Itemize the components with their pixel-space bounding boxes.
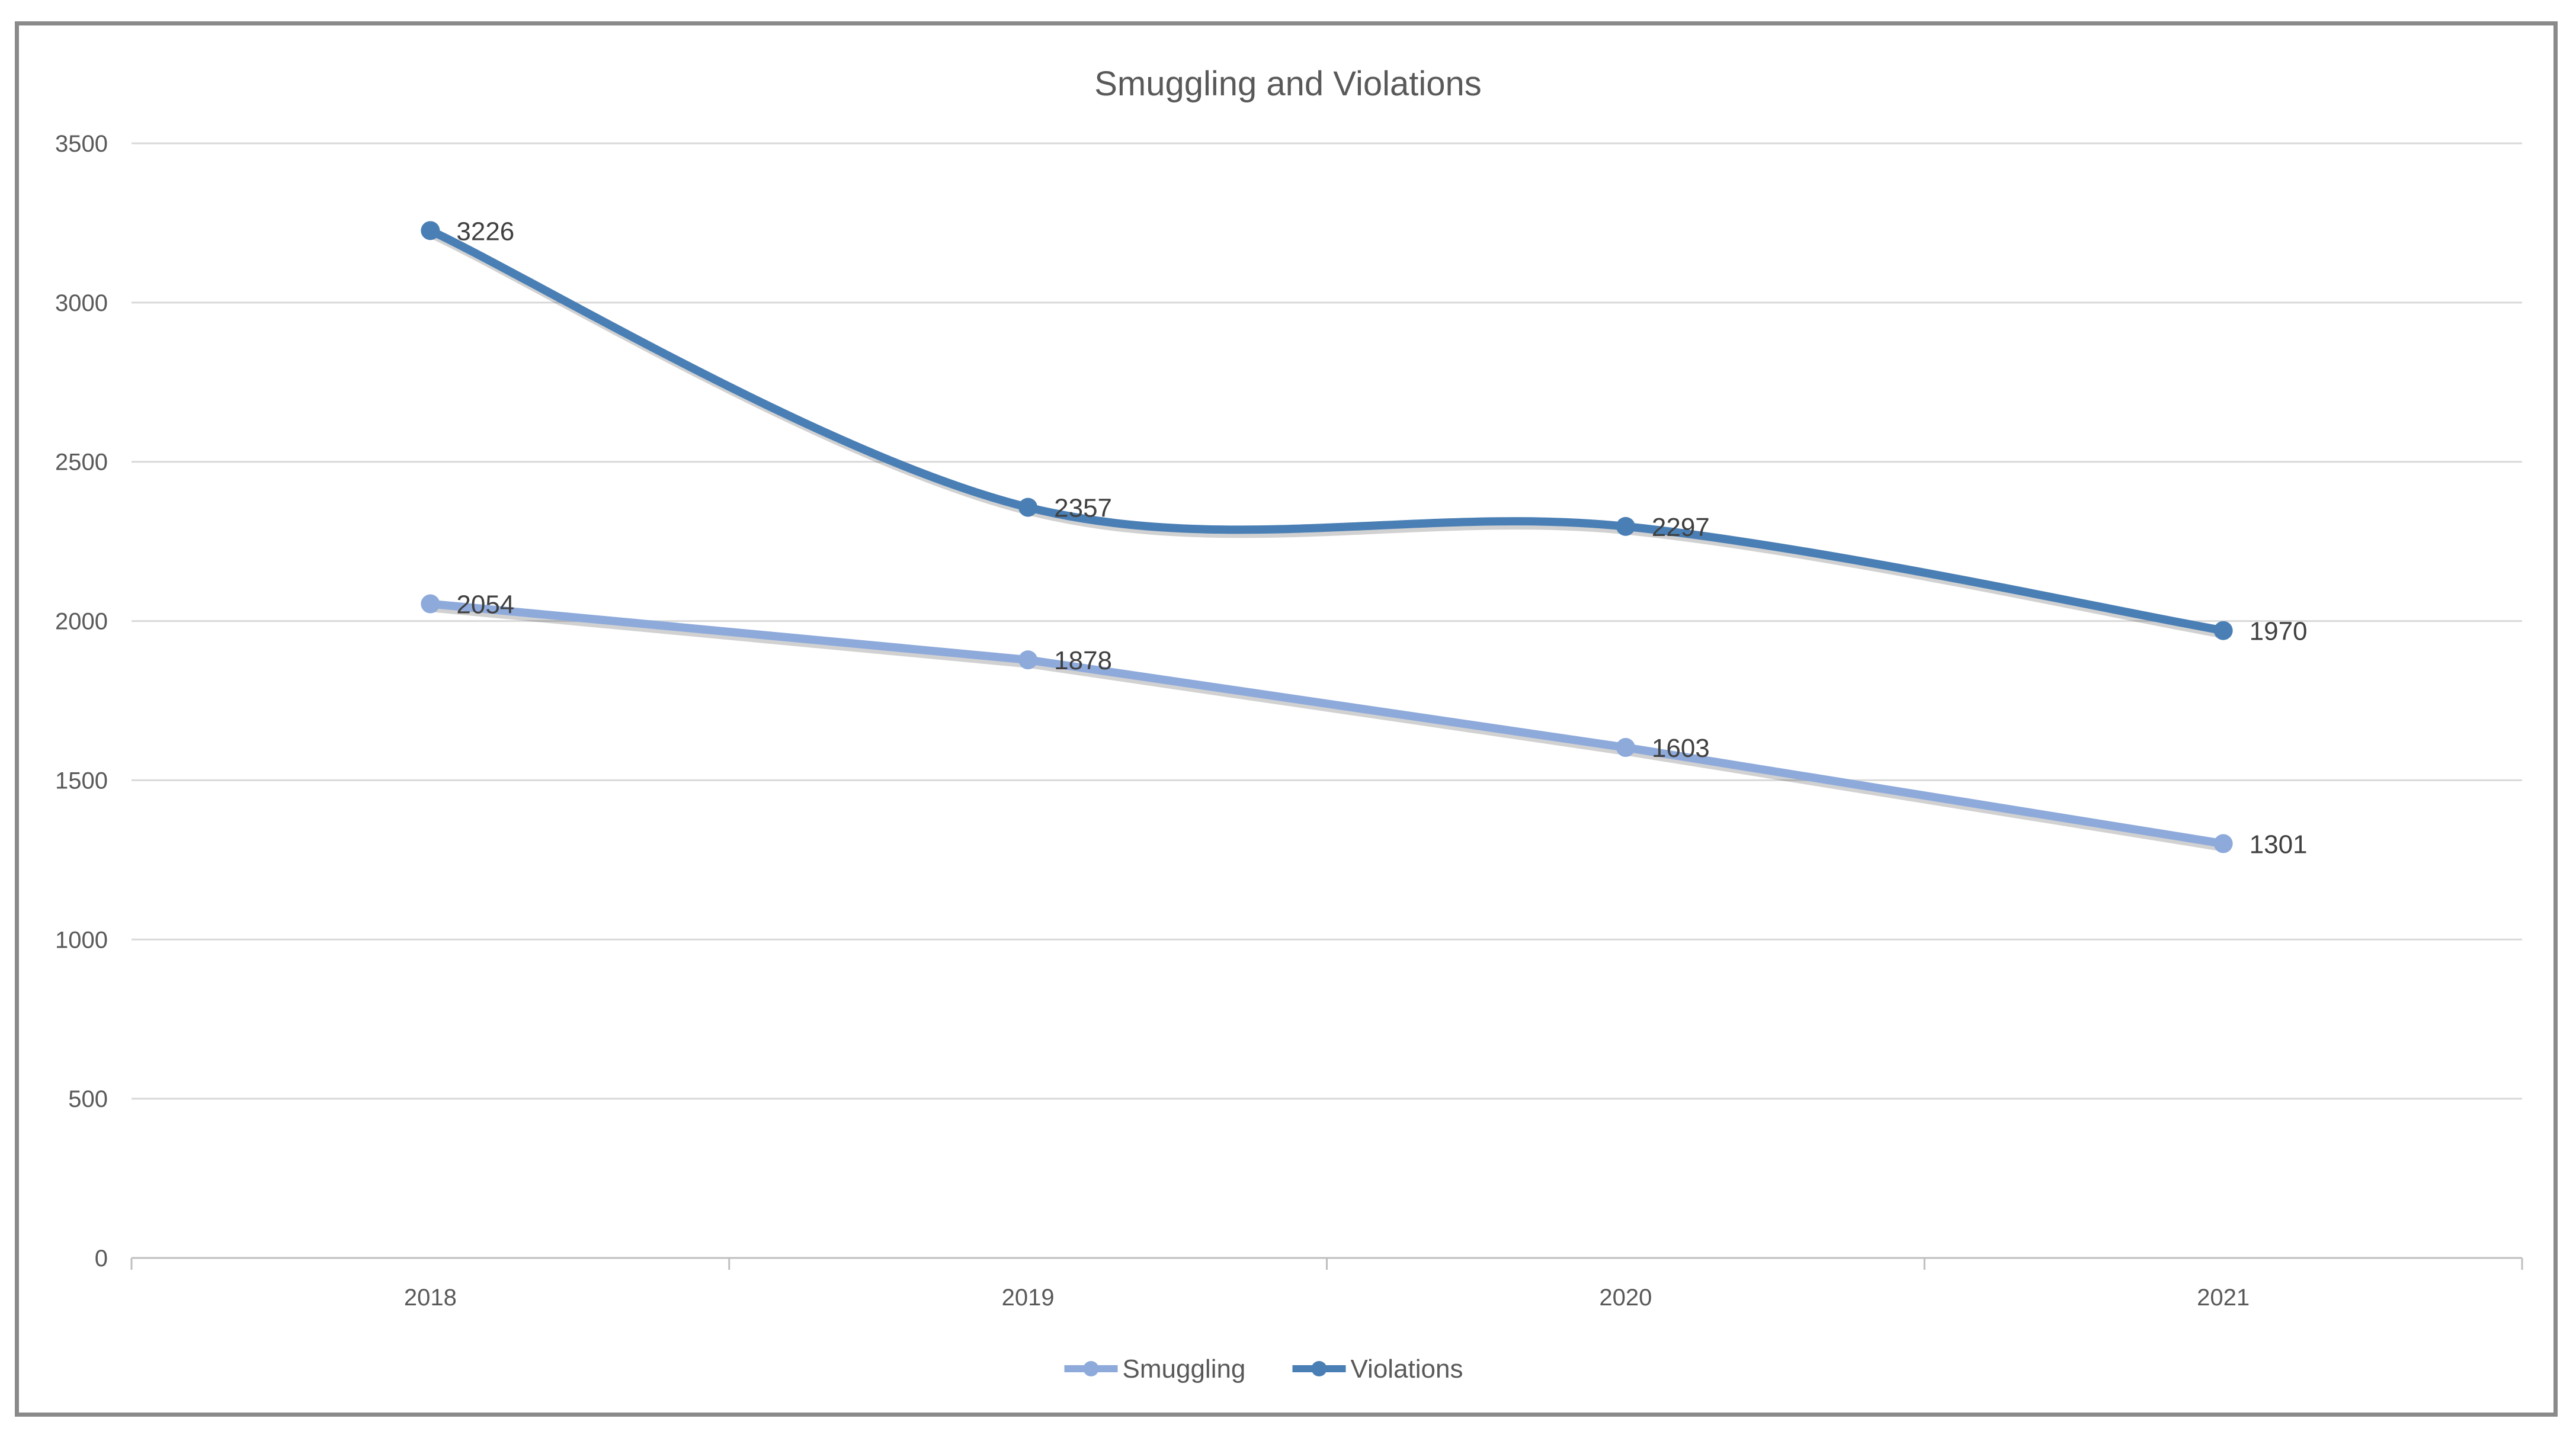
smuggling-line <box>426 599 2228 848</box>
data-labels: 2054 1878 1603 1301 3226 2357 2297 1970 <box>456 217 2307 859</box>
violations-data-label: 3226 <box>456 217 514 246</box>
series-lines <box>421 221 2233 853</box>
smuggling-point <box>2213 834 2233 853</box>
gridlines <box>132 142 2522 1100</box>
chart-frame: Smuggling and Violations 0 500 1000 1500 200… <box>15 21 2558 1417</box>
y-tick-label: 0 <box>95 1246 108 1272</box>
smuggling-data-label: 1603 <box>1652 734 1710 763</box>
legend: Smuggling Violations <box>1064 1354 1463 1384</box>
x-tick-label: 2018 <box>404 1285 457 1311</box>
smuggling-data-label: 1301 <box>2250 830 2308 859</box>
y-tick-label: 2000 <box>55 609 108 635</box>
x-tick-label: 2020 <box>1599 1285 1652 1311</box>
smuggling-legend-label: Smuggling <box>1123 1354 1246 1384</box>
y-tick-label: 500 <box>68 1086 108 1112</box>
line-chart: Smuggling and Violations 0 500 1000 1500 200… <box>55 65 2523 1384</box>
axes: 0 500 1000 1500 2000 2500 3000 3500 2018 2019 2020… <box>55 131 2523 1311</box>
smuggling-data-label: 1878 <box>1054 646 1112 675</box>
violations-line <box>426 226 2228 635</box>
smuggling-data-label: 2054 <box>456 590 514 620</box>
x-tick-label: 2019 <box>1002 1285 1055 1311</box>
y-tick-label: 3000 <box>55 290 108 316</box>
violations-legend-marker <box>1311 1361 1327 1376</box>
smuggling-point <box>1018 650 1038 670</box>
violations-data-label: 1970 <box>2250 617 2308 646</box>
smuggling-point <box>421 594 440 614</box>
y-tick-label: 1000 <box>55 927 108 953</box>
smuggling-legend-marker <box>1083 1361 1099 1376</box>
y-tick-label: 1500 <box>55 768 108 794</box>
violations-line-shadow <box>428 229 2231 639</box>
violations-data-label: 2297 <box>1652 513 1710 542</box>
y-tick-label: 2500 <box>55 450 108 476</box>
violations-data-label: 2357 <box>1054 494 1112 523</box>
violations-point <box>1018 497 1038 517</box>
violations-point <box>421 221 440 240</box>
smuggling-line-shadow <box>428 602 2231 852</box>
y-tick-label: 3500 <box>55 131 108 157</box>
smuggling-point <box>1616 738 1635 757</box>
chart-title: Smuggling and Violations <box>1094 65 1482 103</box>
x-tick-label: 2021 <box>2197 1285 2250 1311</box>
violations-legend-label: Violations <box>1351 1354 1463 1384</box>
violations-point <box>2213 621 2233 640</box>
violations-point <box>1616 516 1635 536</box>
